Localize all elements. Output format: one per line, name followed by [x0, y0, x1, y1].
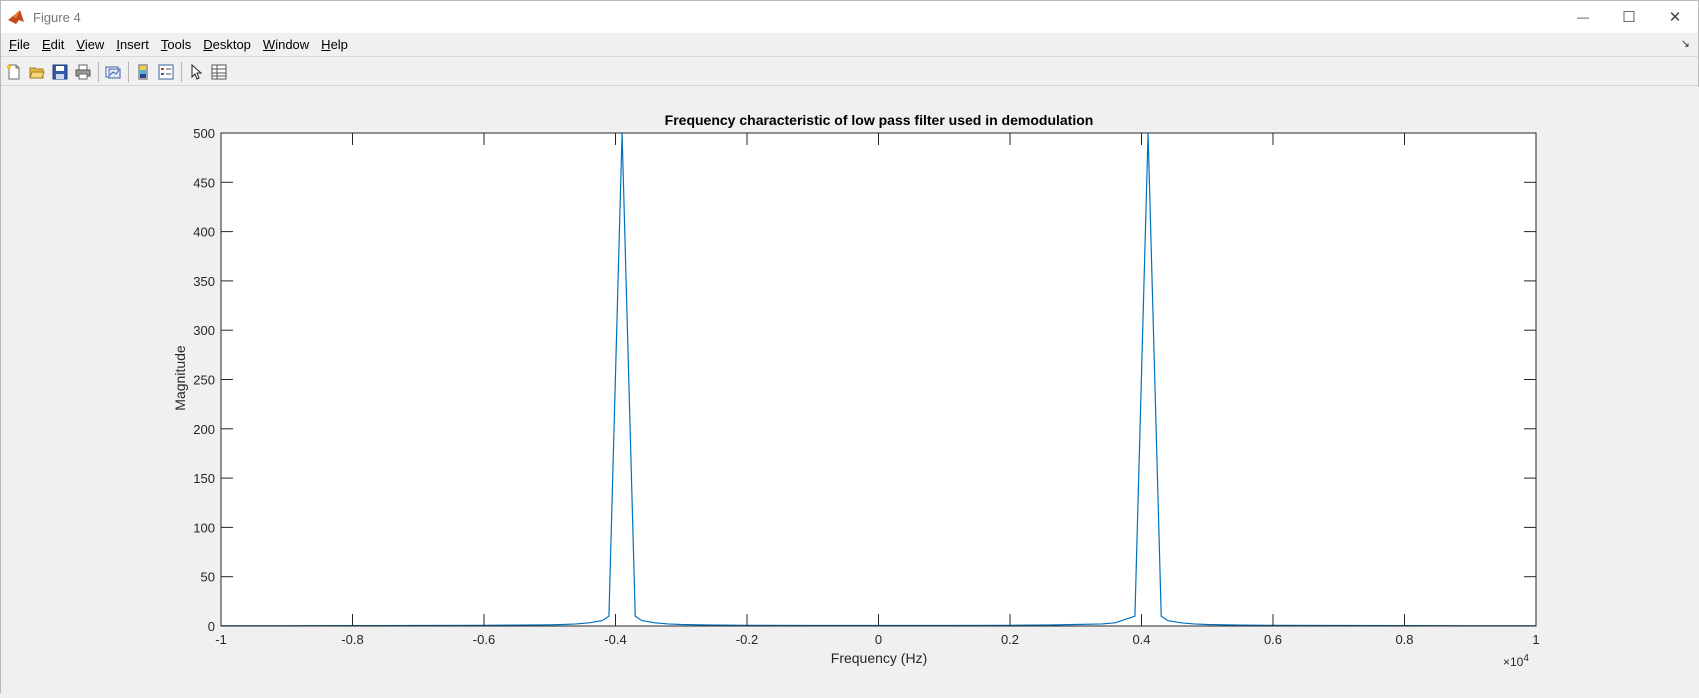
- x-tick-label: -1: [215, 632, 227, 647]
- pointer-icon: [191, 63, 203, 80]
- x-tick-label: 0.2: [1001, 632, 1019, 647]
- save-button[interactable]: [49, 61, 71, 83]
- edit-plot-button[interactable]: [185, 61, 207, 83]
- x-tick-label: -0.6: [473, 632, 495, 647]
- minimize-button[interactable]: —: [1560, 1, 1606, 33]
- x-axis-multiplier: ×104: [1503, 653, 1529, 669]
- legend-icon: [158, 64, 174, 79]
- print-icon: [75, 64, 91, 79]
- x-tick-label: 0.6: [1264, 632, 1282, 647]
- menu-edit[interactable]: Edit: [41, 37, 65, 52]
- new-figure-button[interactable]: [3, 61, 25, 83]
- link-plot-icon: [105, 66, 121, 78]
- y-tick-label: 350: [193, 274, 215, 289]
- chart-title: Frequency characteristic of low pass fil…: [665, 112, 1094, 128]
- maximize-icon: ☐: [1622, 9, 1636, 26]
- menu-help[interactable]: Help: [321, 37, 348, 52]
- x-tick-label: -0.8: [341, 632, 363, 647]
- property-inspector-icon: [211, 64, 227, 79]
- close-icon: ✕: [1668, 9, 1682, 26]
- y-tick-label: 400: [193, 225, 215, 240]
- menu-insert[interactable]: Insert: [116, 37, 149, 52]
- title-bar[interactable]: Figure 4 — ☐ ✕: [1, 1, 1698, 33]
- x-tick-label: 0: [875, 632, 882, 647]
- colorbar-button[interactable]: [132, 61, 154, 83]
- dock-figure-icon[interactable]: ↘: [1680, 38, 1690, 50]
- menu-view[interactable]: View: [76, 37, 105, 52]
- colorbar-icon: [138, 64, 148, 79]
- x-tick-label: -0.2: [736, 632, 758, 647]
- property-inspector-button[interactable]: [208, 61, 230, 83]
- y-tick-label: 500: [193, 126, 215, 141]
- figure-toolbar: [1, 58, 1698, 86]
- y-tick-label: 0: [208, 619, 215, 634]
- x-tick-label: 1: [1532, 632, 1539, 647]
- y-tick-label: 300: [193, 323, 215, 338]
- new-figure-icon: [7, 64, 20, 79]
- menu-desktop[interactable]: Desktop: [203, 37, 251, 52]
- open-file-icon: [29, 67, 45, 78]
- menu-bar: File Edit View Insert Tools Desktop Wind…: [1, 33, 1698, 57]
- plot-area: [221, 133, 1536, 626]
- toolbar-separator: [181, 61, 182, 82]
- y-tick-label: 100: [193, 520, 215, 535]
- x-tick-label: 0.8: [1395, 632, 1413, 647]
- y-tick-label: 250: [193, 373, 215, 388]
- print-button[interactable]: [72, 61, 94, 83]
- window-title: Figure 4: [33, 9, 81, 25]
- y-axis-label: Magnitude: [172, 345, 188, 411]
- line-chart[interactable]: -1 -0.8 -0.6 -0.4 -0.2 0 0.2 0.4 0.6 0.8 1 0 50 100 15…: [1, 87, 1699, 693]
- y-tick-label: 150: [193, 471, 215, 486]
- legend-button[interactable]: [155, 61, 177, 83]
- menu-window[interactable]: Window: [262, 37, 310, 52]
- matlab-icon: [7, 8, 25, 26]
- x-tick-label: 0.4: [1132, 632, 1150, 647]
- toolbar-separator: [128, 61, 129, 82]
- figure-canvas: -1 -0.8 -0.6 -0.4 -0.2 0 0.2 0.4 0.6 0.8 1 0 50 100 15…: [1, 87, 1699, 693]
- window-controls: — ☐ ✕: [1560, 1, 1698, 33]
- toolbar-separator: [98, 61, 99, 82]
- y-tick-label: 50: [201, 570, 215, 585]
- link-plot-button[interactable]: [102, 61, 124, 83]
- save-icon: [52, 64, 68, 79]
- x-axis-label: Frequency (Hz): [831, 650, 927, 666]
- close-button[interactable]: ✕: [1652, 1, 1698, 33]
- maximize-button[interactable]: ☐: [1606, 1, 1652, 33]
- minimize-icon: —: [1577, 10, 1589, 24]
- y-tick-label: 200: [193, 422, 215, 437]
- menu-tools[interactable]: Tools: [160, 37, 192, 52]
- menu-file[interactable]: File: [9, 37, 30, 52]
- x-tick-label: -0.4: [604, 632, 626, 647]
- open-file-button[interactable]: [26, 61, 48, 83]
- y-tick-label: 450: [193, 175, 215, 190]
